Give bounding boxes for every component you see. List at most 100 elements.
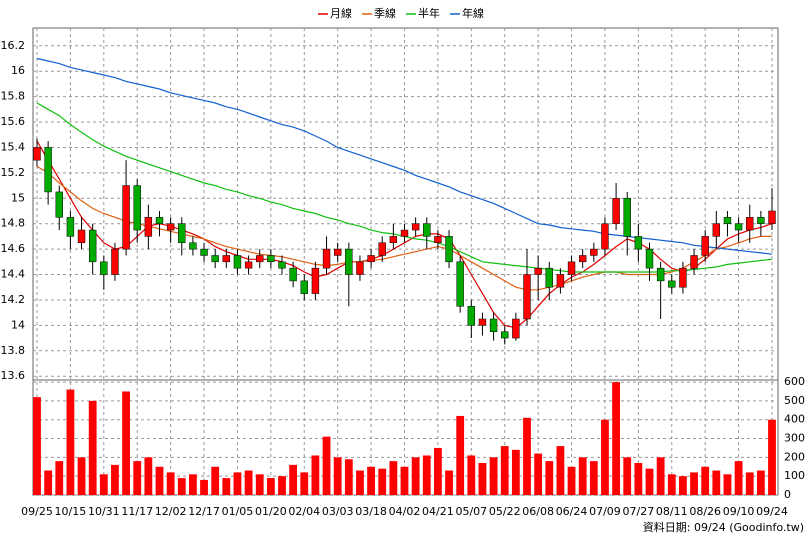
volume-bar: [322, 436, 331, 495]
candle-body: [478, 318, 487, 326]
volume-bar: [289, 464, 298, 495]
volume-bar: [511, 449, 520, 495]
candle-body: [501, 331, 509, 339]
x-tick-label: 08/11: [656, 505, 688, 518]
volume-bar: [211, 466, 220, 495]
legend-label: 半年: [418, 6, 440, 20]
y-tick-label: 14.4: [1, 268, 26, 281]
volume-bar: [723, 474, 732, 495]
volume-bar: [278, 476, 286, 495]
y-tick-label: 15.2: [1, 166, 26, 179]
x-tick-label: 11/17: [121, 505, 153, 518]
volume-bar: [222, 478, 231, 495]
candle-body: [601, 223, 609, 250]
volume-bar: [233, 472, 242, 495]
legend-label: 季線: [374, 6, 396, 20]
volume-bar: [33, 397, 41, 495]
volume-bar: [768, 419, 776, 495]
footnote: 資料日期: 09/24 (Goodinfo.tw): [643, 520, 804, 534]
candle-body: [489, 318, 498, 332]
candle-body: [311, 267, 320, 294]
volume-bar: [567, 466, 576, 495]
candle-body: [590, 248, 598, 256]
candle-body: [66, 217, 75, 237]
volume-bar: [66, 389, 75, 495]
volume-bar: [489, 457, 498, 495]
candle-body: [668, 280, 676, 288]
y2-tick-label: 400: [784, 413, 805, 426]
x-tick-label: 01/20: [255, 505, 287, 518]
x-tick-label: 05/07: [455, 505, 487, 518]
candle-body: [690, 255, 698, 269]
candle-body: [88, 229, 97, 263]
x-tick-label: 10/15: [55, 505, 87, 518]
volume-bar: [311, 455, 320, 495]
volume-bar: [122, 391, 130, 495]
x-tick-label: 06/24: [556, 505, 588, 518]
candle-body: [333, 248, 342, 256]
candle-body: [189, 242, 197, 250]
candle-body: [423, 223, 431, 237]
candle-body: [567, 261, 576, 275]
x-tick-label: 12/02: [155, 505, 187, 518]
candle-body: [345, 248, 353, 275]
y-tick-label: 15: [11, 191, 25, 204]
x-tick-label: 04/02: [389, 505, 421, 518]
volume-bar: [244, 470, 253, 495]
x-tick-label: 07/09: [589, 505, 621, 518]
candle-body: [556, 274, 565, 288]
volume-bar: [133, 461, 142, 495]
candle-body: [166, 223, 175, 231]
legend-label: 月線: [330, 6, 352, 20]
candle-body: [133, 185, 141, 231]
candle-body: [111, 248, 119, 275]
candle-body: [612, 198, 620, 224]
candle-body: [33, 147, 41, 161]
volume-bar: [166, 472, 175, 495]
x-tick-label: 07/27: [623, 505, 655, 518]
candle-body: [178, 223, 186, 244]
y-tick-label: 13.8: [1, 344, 26, 357]
candle-body: [300, 280, 308, 294]
candle-body: [378, 242, 386, 256]
x-tick-label: 04/21: [422, 505, 454, 518]
x-tick-label: 05/22: [489, 505, 521, 518]
y-tick-label: 14.2: [1, 293, 26, 306]
x-tick-label: 08/26: [689, 505, 721, 518]
candle-body: [679, 267, 687, 288]
x-tick-label: 10/31: [88, 505, 120, 518]
x-tick-label: 06/08: [522, 505, 554, 518]
candle-body: [222, 255, 231, 263]
volume-bar: [478, 463, 487, 495]
volume-bar: [601, 419, 609, 495]
volume-bar: [177, 478, 186, 495]
candle-body: [77, 229, 86, 244]
volume-bar: [667, 474, 676, 495]
candle-body: [100, 261, 108, 275]
volume-bar: [411, 457, 420, 495]
plot-frame: [32, 27, 779, 496]
x-tick-label: 09/25: [21, 505, 53, 518]
candle-body: [144, 217, 153, 237]
volume-bar: [612, 382, 620, 495]
candle-body: [244, 261, 253, 269]
volume-bar: [645, 468, 654, 495]
x-tick-label: 01/05: [222, 505, 254, 518]
candle-body: [122, 185, 130, 250]
volume-bar: [634, 463, 643, 495]
volume-bar: [44, 470, 53, 495]
x-tick-label: 03/18: [355, 505, 387, 518]
y-tick-label: 14: [11, 318, 25, 331]
volume-bar: [701, 466, 710, 495]
ma-line: [36, 57, 773, 255]
volume-bar: [679, 476, 687, 495]
candle-body: [746, 217, 754, 231]
volume-bar: [344, 459, 353, 495]
volume-bar: [155, 466, 164, 495]
volume-bar: [255, 474, 264, 495]
candle-body: [712, 223, 721, 237]
volume-bar: [88, 400, 97, 495]
y-tick-label: 14.6: [1, 242, 26, 255]
volume-bar: [200, 479, 208, 495]
candle-body: [757, 217, 765, 224]
